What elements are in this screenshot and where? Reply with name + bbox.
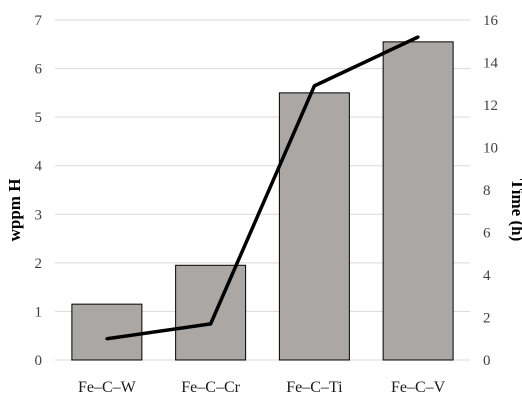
grid-lines — [55, 19, 470, 361]
bar — [278, 92, 350, 361]
left-tick-label: 0 — [35, 353, 43, 369]
right-tick-label: 14 — [483, 56, 499, 72]
category-label: Fe–C–Ti — [286, 379, 343, 396]
left-tick-label: 5 — [35, 110, 43, 126]
left-tick-label: 7 — [35, 13, 43, 29]
y-axis-title: wppm H — [5, 179, 24, 242]
line-point — [416, 35, 420, 39]
category-label: Fe–C–Cr — [181, 379, 240, 396]
left-tick-label: 2 — [35, 256, 43, 272]
left-tick-label: 1 — [35, 304, 43, 320]
right-tick-label: 12 — [483, 98, 498, 114]
y2-axis-title: Time (h) — [508, 179, 522, 242]
category-labels: Fe–C–W Fe–C–Cr Fe–C–Ti Fe–C–V — [78, 379, 446, 396]
bar — [175, 264, 247, 361]
left-tick-label: 6 — [35, 62, 43, 78]
right-axis-ticks: 0 2 4 6 8 10 12 14 16 — [483, 13, 499, 369]
category-label: Fe–C–V — [391, 379, 446, 396]
right-tick-label: 16 — [483, 13, 499, 29]
line-point — [312, 84, 316, 88]
left-tick-label: 4 — [35, 159, 43, 175]
bar-series — [71, 41, 454, 361]
left-axis-ticks: 0 1 2 3 4 5 6 7 — [35, 13, 43, 369]
line-point — [209, 322, 213, 326]
right-tick-label: 10 — [483, 141, 498, 157]
bar — [71, 303, 143, 361]
right-tick-label: 0 — [483, 353, 491, 369]
right-tick-label: 4 — [483, 268, 491, 284]
right-tick-label: 8 — [483, 183, 491, 199]
left-tick-label: 3 — [35, 207, 43, 223]
right-tick-label: 2 — [483, 311, 491, 327]
time-line — [106, 35, 419, 341]
line-series — [105, 35, 420, 341]
right-tick-label: 6 — [483, 226, 491, 242]
line-point — [105, 337, 109, 341]
category-label: Fe–C–W — [78, 379, 137, 396]
bar — [382, 41, 454, 361]
